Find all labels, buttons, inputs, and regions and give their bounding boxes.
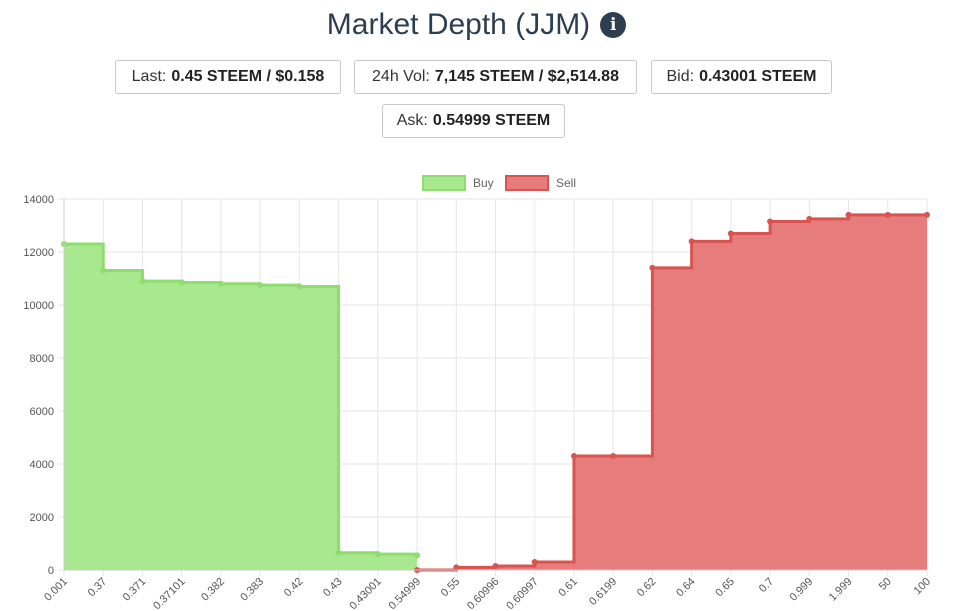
page-title: Market Depth (JJM) <box>326 8 591 41</box>
x-tick-label: 0.37 <box>86 576 110 600</box>
market-depth-chart: 0 2000 4000 6000 8000 10000 12000 14000 0.001 0.3… <box>23 175 933 611</box>
data-point-sell[interactable] <box>845 211 852 218</box>
y-tick-label: 14000 <box>23 194 54 206</box>
data-point-sell[interactable] <box>727 230 734 237</box>
data-point-buy[interactable] <box>335 549 342 556</box>
legend: Buy Sell <box>422 175 576 191</box>
x-tick-label: 0.64 <box>674 576 698 600</box>
legend-label-buy: Buy <box>473 176 494 190</box>
x-tick-label: 0.382 <box>199 576 227 604</box>
data-point-sell[interactable] <box>884 211 891 218</box>
data-point-buy[interactable] <box>257 282 264 289</box>
data-point-sell[interactable] <box>924 211 930 218</box>
legend-label-sell: Sell <box>556 176 576 190</box>
legend-swatch-buy <box>422 175 466 191</box>
data-point-sell[interactable] <box>610 453 617 460</box>
x-tick-label: 0.371 <box>121 576 149 604</box>
y-tick-label: 2000 <box>30 512 54 524</box>
y-tick-label: 12000 <box>23 247 54 259</box>
data-point-sell[interactable] <box>688 238 695 245</box>
last-price-box: Last: 0.45 STEEM / $0.158 <box>115 60 341 94</box>
x-tick-label: 0.37101 <box>151 576 188 611</box>
data-point-buy[interactable] <box>414 552 421 559</box>
data-point-sell[interactable] <box>570 453 577 460</box>
ask-box: Ask: 0.54999 STEEM <box>382 104 565 138</box>
volume-label: 24h Vol: <box>372 68 430 85</box>
y-tick-label: 10000 <box>23 300 54 312</box>
y-tick-label: 4000 <box>30 459 54 471</box>
volume-value: 7,145 STEEM / $2,514.88 <box>434 68 619 85</box>
x-tick-label: 0.65 <box>713 576 737 600</box>
x-tick-label: 0.6199 <box>587 576 619 608</box>
bid-label: Bid: <box>666 68 695 85</box>
ask-label: Ask: <box>396 112 428 129</box>
x-tick-label: 0.61 <box>556 576 580 600</box>
data-point-sell[interactable] <box>531 559 538 566</box>
y-tick-label: 6000 <box>30 406 54 418</box>
legend-item-buy[interactable]: Buy <box>422 175 494 191</box>
data-point-buy[interactable] <box>139 278 146 285</box>
x-tick-label: 0.7 <box>757 576 776 595</box>
data-point-buy[interactable] <box>100 267 107 274</box>
bid-value: 0.43001 STEEM <box>699 68 817 85</box>
x-tick-label: 0.42 <box>282 576 306 600</box>
data-point-buy[interactable] <box>374 551 381 558</box>
y-tick-label: 8000 <box>30 353 54 365</box>
data-point-sell[interactable] <box>767 218 774 225</box>
data-point-sell[interactable] <box>453 564 460 571</box>
bid-box: Bid: 0.43001 STEEM <box>651 60 832 94</box>
data-point-sell[interactable] <box>806 215 813 222</box>
depth-points <box>61 211 930 573</box>
data-point-buy[interactable] <box>296 283 303 290</box>
data-point-sell[interactable] <box>649 264 656 271</box>
info-icon[interactable]: i <box>600 12 627 38</box>
x-tick-label: 100 <box>912 576 933 597</box>
x-tick-label: 0.54999 <box>387 576 424 611</box>
y-tick-label: 0 <box>48 565 54 577</box>
x-tick-label: 0.60996 <box>465 576 502 611</box>
x-tick-label: 0.383 <box>238 576 266 604</box>
legend-swatch-sell <box>505 175 549 191</box>
last-price-value: 0.45 STEEM / $0.158 <box>171 68 325 85</box>
data-point-sell[interactable] <box>492 563 499 570</box>
x-tick-label: 0.62 <box>635 576 659 600</box>
x-tick-label: 0.55 <box>439 576 463 600</box>
x-tick-label: 0.60997 <box>504 576 541 611</box>
data-point-buy[interactable] <box>217 280 224 287</box>
x-tick-label: 1.999 <box>827 576 855 604</box>
x-tick-label: 0.001 <box>42 576 70 604</box>
x-tick-label: 0.999 <box>787 576 815 604</box>
last-price-label: Last: <box>131 68 167 85</box>
title-row: Market Depth (JJM) i <box>0 4 953 46</box>
data-point-buy[interactable] <box>178 279 185 286</box>
x-tick-label: 50 <box>877 576 894 593</box>
x-tick-label: 0.43 <box>321 576 345 600</box>
x-tick-label: 0.43001 <box>347 576 384 611</box>
series-area-sell <box>417 214 927 570</box>
ask-value: 0.54999 STEEM <box>432 112 551 129</box>
volume-box: 24h Vol: 7,145 STEEM / $2,514.88 <box>354 60 637 94</box>
legend-item-sell[interactable]: Sell <box>505 175 576 191</box>
series-area-buy <box>64 244 418 571</box>
